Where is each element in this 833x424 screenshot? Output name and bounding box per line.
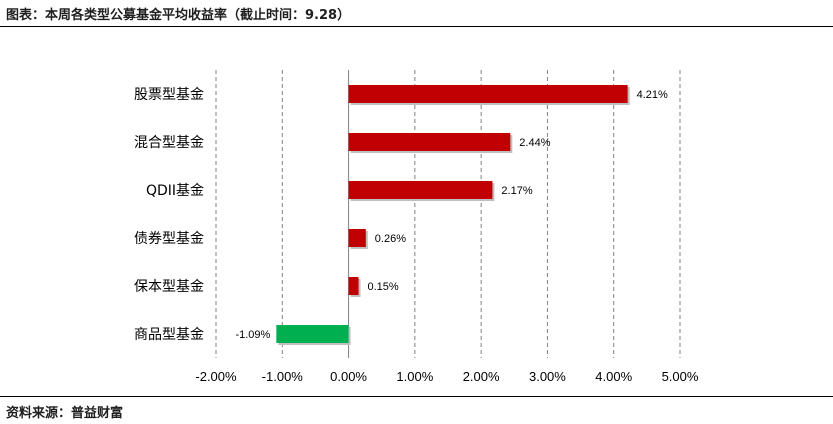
bar-0 — [348, 85, 628, 103]
source-note: 资料来源：普益财富 — [6, 406, 124, 421]
x-tick-label-5: 3.00% — [529, 369, 566, 384]
data-label-4: 0.15% — [368, 281, 399, 293]
chart-title: 图表：本周各类型公募基金平均收益率（截止时间：9.28） — [6, 8, 351, 23]
category-label-0: 股票型基金 — [134, 86, 204, 103]
bar-1 — [348, 133, 511, 151]
x-tick-label-4: 2.00% — [463, 369, 500, 384]
data-label-0: 4.21% — [637, 89, 668, 101]
x-tick-label-0: -2.00% — [195, 369, 237, 384]
category-label-5: 商品型基金 — [134, 326, 204, 343]
data-label-2: 2.17% — [501, 185, 532, 197]
category-label-1: 混合型基金 — [134, 134, 204, 151]
bottom-divider — [0, 396, 833, 397]
x-tick-label-2: 0.00% — [330, 369, 367, 384]
x-tick-label-3: 1.00% — [396, 369, 433, 384]
x-tick-label-7: 5.00% — [662, 369, 699, 384]
x-tick-label-1: -1.00% — [262, 369, 304, 384]
bar-5 — [276, 325, 349, 343]
bar-2 — [348, 181, 493, 199]
bar-4 — [348, 277, 359, 295]
data-label-3: 0.26% — [375, 233, 406, 245]
x-tick-label-6: 4.00% — [595, 369, 632, 384]
data-label-1: 2.44% — [519, 137, 550, 149]
category-label-2: QDII基金 — [146, 182, 204, 199]
category-label-4: 保本型基金 — [134, 278, 204, 295]
bar-3 — [348, 229, 366, 247]
top-divider — [0, 26, 833, 27]
data-label-5: -1.09% — [235, 329, 270, 341]
category-label-3: 债券型基金 — [134, 230, 204, 247]
